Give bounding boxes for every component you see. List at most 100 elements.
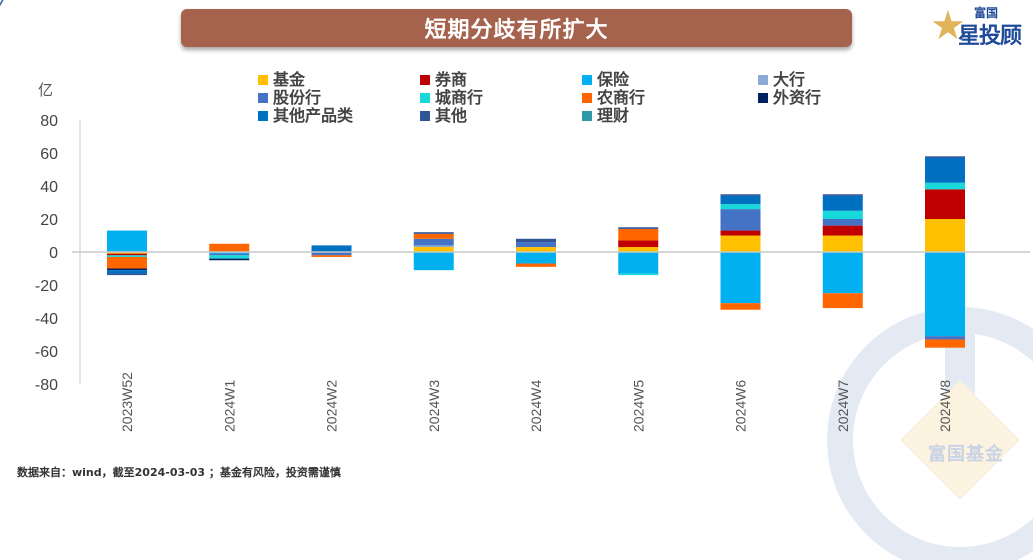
bar-segment [925, 157, 965, 183]
footer-source-note: 数据来自：wind，截至2024-03-03 ；基金有风险，投资需谨慎 [17, 466, 341, 479]
legend-swatch [758, 75, 768, 85]
legend-swatch [258, 111, 268, 121]
bar-segment [822, 235, 863, 252]
legend-item: 大行 [758, 72, 805, 88]
bar-segment [209, 258, 250, 261]
bar-segment [209, 243, 250, 252]
title-banner: 短期分歧有所扩大 [181, 9, 852, 47]
legend-item: 外资行 [758, 90, 821, 106]
bar-segment [209, 253, 250, 256]
bar-segment [413, 232, 454, 234]
star-icon: ★ [930, 3, 966, 49]
bar-segment [925, 336, 965, 340]
legend-item: 股份行 [258, 90, 321, 106]
bar-segment [107, 252, 147, 254]
legend-label: 保险 [597, 70, 630, 89]
bar-segment [822, 195, 863, 211]
bar-segment [516, 238, 556, 243]
y-tick-label: 0 [49, 245, 58, 262]
y-tick-label: 40 [40, 179, 58, 196]
legend-swatch [758, 93, 768, 103]
legend-label: 农商行 [597, 88, 646, 107]
bar-segment [822, 293, 863, 309]
bar-segment [516, 247, 556, 252]
legend-item: 农商行 [582, 90, 645, 106]
stacked-bar-chart: 亿 80 60 40 20 0 -20 -40 -60 -80 2023W52 2024W1 2024W… [35, 81, 1030, 432]
bar-segment [618, 228, 659, 241]
bar-segment [925, 339, 965, 348]
logo-main-text: 星投顾 [958, 24, 1022, 49]
bar-segment [107, 273, 147, 276]
bar-segment [822, 225, 863, 236]
bar-segment [413, 233, 454, 239]
legend-label: 其他 [435, 106, 468, 125]
bar-segment [413, 238, 454, 246]
bar-segment [720, 209, 761, 231]
bar-segment [107, 255, 147, 257]
bar-segment [720, 235, 761, 252]
x-tick-label: 2024W1 [221, 380, 237, 432]
bar-segment [107, 268, 147, 271]
bar-segment [413, 245, 454, 248]
legend-swatch [582, 75, 592, 85]
legend-label: 基金 [273, 70, 306, 89]
y-tick-label: 80 [40, 113, 58, 130]
legend-label: 券商 [435, 70, 468, 89]
logo-top-text: 富国 [974, 6, 999, 20]
x-tick-label: 2024W7 [835, 380, 851, 432]
legend-label: 大行 [773, 70, 806, 89]
watermark-text: 富国基金 [928, 444, 1004, 465]
bar-segment [618, 247, 659, 252]
bar-segment [516, 263, 556, 267]
bar-segment [925, 252, 965, 337]
legend-swatch [258, 75, 268, 85]
legend-label: 其他产品类 [273, 106, 354, 125]
y-tick-label: -60 [35, 344, 58, 361]
bar-segment [720, 195, 761, 205]
bar-segment [720, 194, 761, 196]
brand-logo: ★ 富国 星投顾 [930, 2, 1030, 49]
bar-segment [209, 255, 250, 259]
legend-swatch [582, 93, 592, 103]
bar-segment [311, 245, 352, 252]
legend-item: 其他产品类 [258, 108, 353, 124]
legend-item: 城商行 [420, 90, 483, 106]
legend-label: 外资行 [773, 88, 822, 107]
bar-segment [822, 219, 863, 226]
legend-swatch [258, 93, 268, 103]
y-tick-label: -80 [35, 377, 58, 394]
x-tick-label: 2024W3 [426, 380, 442, 432]
legend-item: 保险 [582, 72, 629, 88]
bar-segment [413, 252, 454, 271]
bar-segment [720, 204, 761, 210]
legend-swatch [420, 93, 430, 103]
y-tick-label: 60 [40, 146, 58, 163]
bar-segment [311, 255, 352, 257]
bar-segment [618, 273, 659, 276]
legend-label: 理财 [597, 106, 630, 125]
bar-segment [209, 252, 250, 254]
bar-segment [822, 210, 863, 219]
x-tick-label: 2024W4 [528, 380, 544, 432]
bar-segment [516, 252, 556, 264]
legend-item: 理财 [582, 108, 629, 124]
y-tick-label: -20 [35, 278, 58, 295]
legend-item: 券商 [420, 72, 467, 88]
legend-swatch [420, 111, 430, 121]
bar-segment [822, 252, 863, 294]
bar-segment [720, 303, 761, 310]
bar-segment [720, 252, 761, 304]
bar-segment [413, 247, 454, 252]
legend-label: 城商行 [435, 88, 484, 107]
x-tick-label: 2023W52 [119, 372, 135, 432]
legend-label: 股份行 [273, 88, 322, 107]
bar-segment [107, 253, 147, 256]
bar-segment [516, 242, 556, 248]
legend-item: 其他 [420, 108, 467, 124]
legend-item: 基金 [258, 72, 305, 88]
chart-title: 短期分歧有所扩大 [424, 18, 609, 43]
x-tick-label: 2024W6 [733, 380, 749, 432]
y-axis-unit-label: 亿 [38, 81, 53, 99]
x-tick-label: 2024W5 [630, 380, 646, 432]
bar-segment [720, 230, 761, 236]
